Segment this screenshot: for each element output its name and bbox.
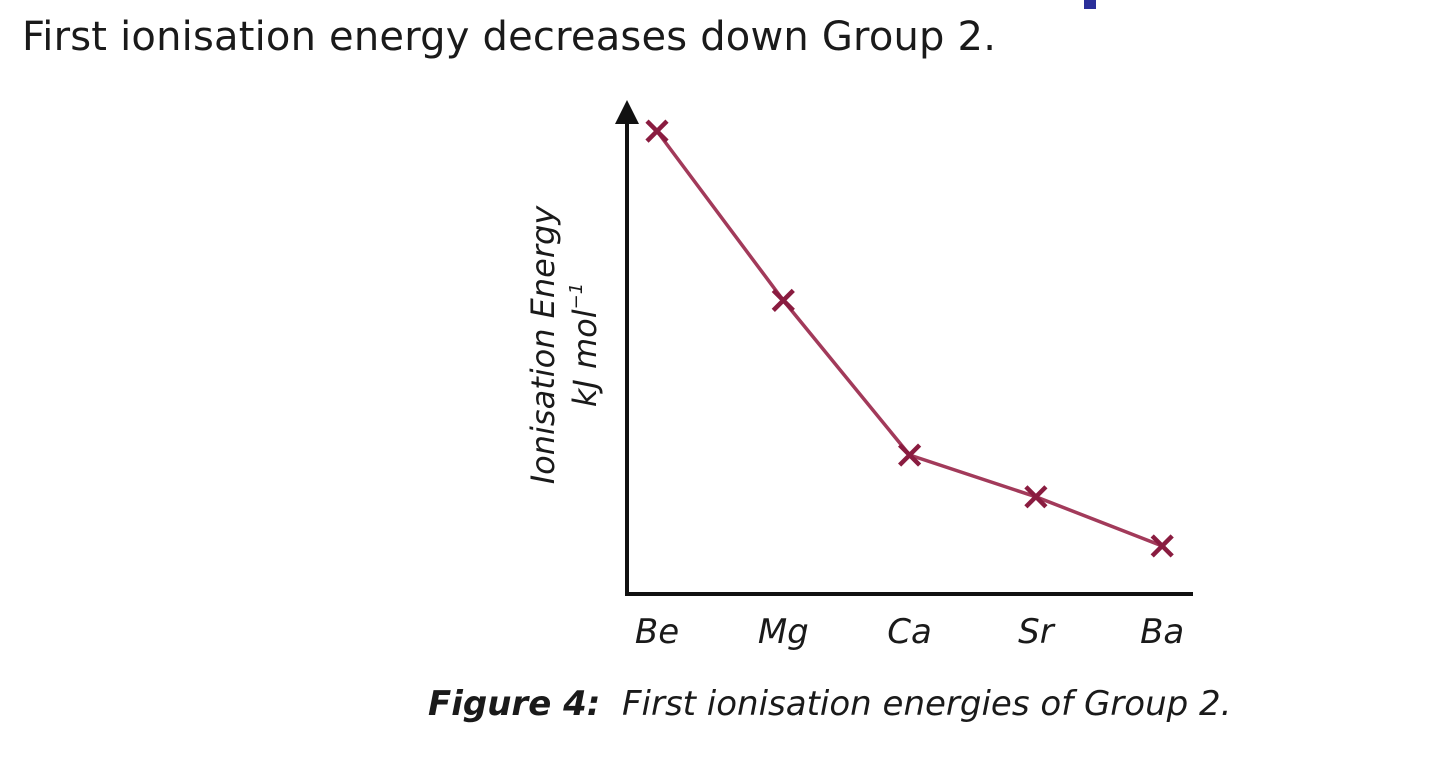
figure-caption-label: Figure 4:	[428, 684, 601, 724]
x-tick-label: Sr	[1018, 612, 1056, 652]
x-tick-label: Mg	[758, 612, 809, 652]
data-point-marker	[1150, 534, 1174, 558]
y-axis-unit: kJ mol−1	[566, 283, 604, 407]
data-point-marker	[771, 288, 795, 312]
series-line	[655, 130, 1163, 548]
x-tick-label: Be	[635, 612, 679, 652]
partial-title-fragment	[1084, 0, 1096, 9]
figure-caption: Figure 4: First ionisation energies of G…	[428, 684, 1231, 724]
x-tick-label: Ba	[1140, 612, 1184, 652]
heading: First ionisation energy decreases down G…	[22, 14, 997, 60]
data-point-marker	[898, 443, 922, 467]
x-tick-label: Ca	[887, 612, 932, 652]
y-axis-arrow	[615, 100, 639, 124]
data-point-marker	[645, 119, 669, 143]
y-axis-label: Ionisation Energy	[524, 205, 562, 485]
figure-caption-text: First ionisation energies of Group 2.	[621, 684, 1232, 724]
axes	[615, 100, 1193, 596]
data-point-marker	[1024, 485, 1048, 509]
